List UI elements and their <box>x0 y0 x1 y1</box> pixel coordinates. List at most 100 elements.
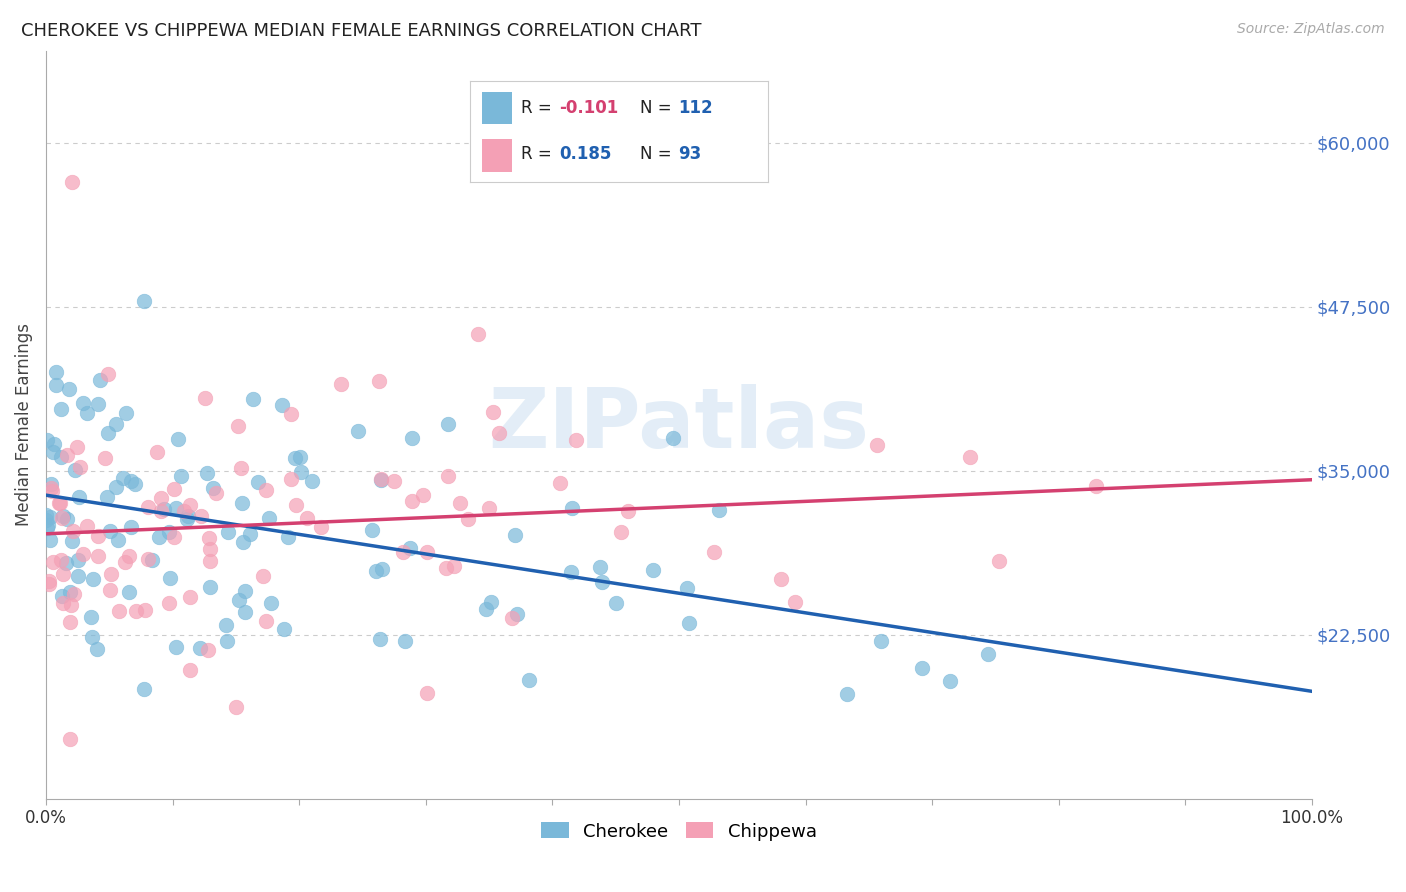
Point <box>125 604 148 618</box>
Point <box>641 563 664 577</box>
Point <box>488 425 510 440</box>
Point <box>104 417 127 431</box>
Point <box>96 491 118 505</box>
Point <box>198 554 221 568</box>
Point <box>449 496 471 510</box>
Point <box>231 496 253 510</box>
Point <box>59 615 82 629</box>
Point <box>190 508 212 523</box>
Point <box>35 521 58 535</box>
Point <box>177 508 200 523</box>
Point <box>59 732 82 747</box>
Point <box>93 451 115 466</box>
Point <box>254 483 277 498</box>
Point <box>392 545 415 559</box>
Point <box>911 660 934 674</box>
Point <box>79 610 101 624</box>
Point <box>703 545 725 559</box>
Point <box>56 511 79 525</box>
Point <box>149 504 172 518</box>
Point <box>617 504 640 518</box>
Point <box>662 431 685 445</box>
Point <box>505 528 527 542</box>
Point <box>150 491 173 505</box>
Point <box>114 555 136 569</box>
Point <box>987 554 1010 568</box>
Point <box>42 555 65 569</box>
Point <box>134 682 156 697</box>
Point <box>370 472 392 486</box>
Point <box>80 630 103 644</box>
Point <box>367 374 389 388</box>
Point <box>226 418 249 433</box>
Point <box>835 687 858 701</box>
Point <box>41 444 63 458</box>
Point <box>591 574 613 589</box>
Point <box>41 483 63 498</box>
Point <box>63 587 86 601</box>
Point <box>232 534 254 549</box>
Point <box>197 643 219 657</box>
Point <box>869 634 891 648</box>
Point <box>163 531 186 545</box>
Point <box>229 460 252 475</box>
Point <box>437 417 460 432</box>
Point <box>58 382 80 396</box>
Point <box>87 529 110 543</box>
Point <box>118 584 141 599</box>
Point <box>284 451 307 466</box>
Point <box>167 432 190 446</box>
Point <box>60 175 83 189</box>
Point <box>86 641 108 656</box>
Point <box>35 513 58 527</box>
Point <box>51 589 73 603</box>
Point <box>235 605 257 619</box>
Point <box>382 474 405 488</box>
Point <box>134 603 156 617</box>
Point <box>97 425 120 440</box>
Point <box>98 582 121 597</box>
Point <box>66 569 89 583</box>
Point <box>48 496 70 510</box>
Point <box>280 472 302 486</box>
Point <box>457 512 479 526</box>
Point <box>51 510 73 524</box>
Point <box>416 686 439 700</box>
Point <box>108 604 131 618</box>
Point <box>939 673 962 688</box>
Point <box>676 581 699 595</box>
Point <box>215 618 238 632</box>
Point <box>41 481 63 495</box>
Point <box>165 501 187 516</box>
Point <box>482 405 505 419</box>
Point <box>55 556 77 570</box>
Point <box>436 561 458 575</box>
Point <box>399 541 422 555</box>
Point <box>770 573 793 587</box>
Point <box>105 480 128 494</box>
Point <box>146 445 169 459</box>
Point <box>560 566 582 580</box>
Point <box>51 402 73 417</box>
Point <box>120 474 142 488</box>
Point <box>76 518 98 533</box>
Point <box>157 524 180 539</box>
Point <box>561 500 583 515</box>
Point <box>153 502 176 516</box>
Point <box>309 519 332 533</box>
Point <box>198 531 221 545</box>
Point <box>370 473 392 487</box>
Point <box>59 598 82 612</box>
Point <box>401 494 423 508</box>
Point <box>112 470 135 484</box>
Point <box>366 564 388 578</box>
Point <box>173 504 195 518</box>
Point <box>519 673 541 688</box>
Point <box>271 398 294 412</box>
Point <box>179 590 201 604</box>
Point <box>280 407 302 421</box>
Point <box>589 560 612 574</box>
Point <box>260 596 283 610</box>
Point <box>65 462 87 476</box>
Point <box>246 475 269 489</box>
